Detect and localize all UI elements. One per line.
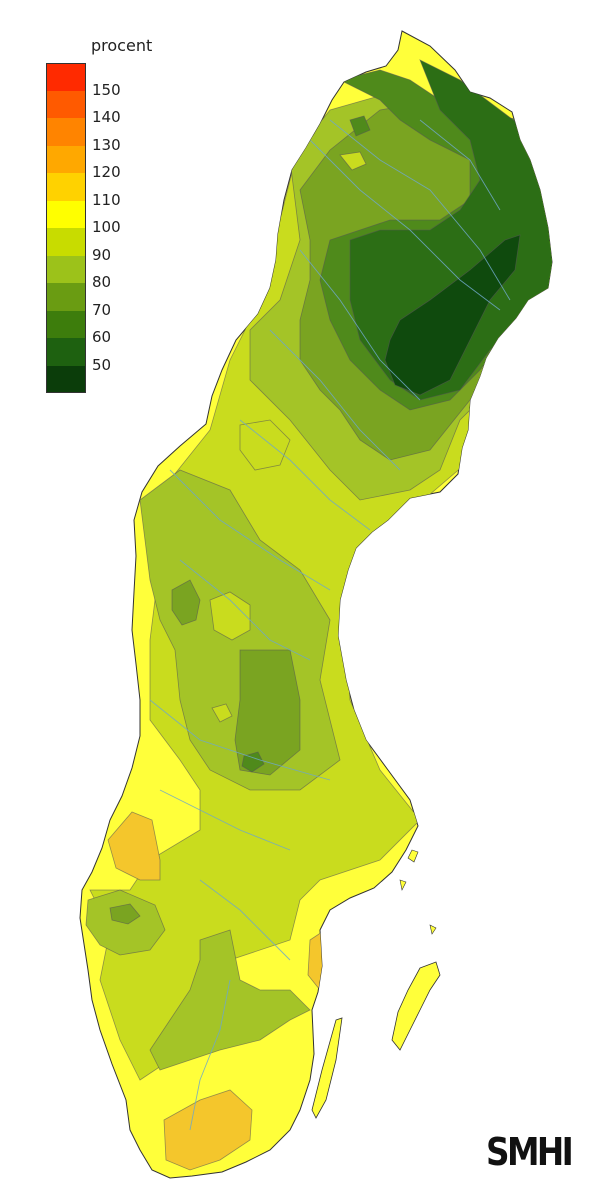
zone-70-central (234, 649, 301, 776)
zone-90-spot-d (211, 703, 233, 723)
zone-60-spot (241, 751, 265, 773)
smhi-logo: SMHI (486, 1130, 574, 1174)
legend-swatch-60 (46, 310, 86, 338)
zone-70-spot2 (109, 903, 141, 925)
legend-label-140: 140 (92, 108, 121, 126)
zone-70-spot1 (171, 579, 201, 626)
legend-label-80: 80 (92, 273, 112, 291)
legend-label-60: 60 (92, 328, 112, 346)
legend-label-90: 90 (92, 246, 112, 264)
zone-80-south (149, 929, 311, 1071)
legend-swatch-100 (46, 200, 86, 228)
zone-90-spot-b (239, 419, 291, 471)
legend-scale (46, 63, 86, 393)
zone-lt50 (384, 234, 521, 396)
legend-label-70: 70 (92, 301, 112, 319)
legend-label-130: 130 (92, 136, 121, 154)
legend-swatch-140 (46, 90, 86, 118)
legend-swatch-90 (46, 228, 86, 256)
legend-label-100: 100 (92, 218, 121, 236)
legend-swatch-120 (46, 145, 86, 173)
legend-swatch-110 (46, 173, 86, 201)
zone-60-spot-north (349, 115, 371, 137)
rivers (149, 119, 511, 1131)
zone-90-spot-a (209, 591, 251, 641)
legend-label-120: 120 (92, 163, 121, 181)
legend-swatch-50 (46, 338, 86, 366)
legend-label-150: 150 (92, 81, 121, 99)
legend-title: procent (91, 36, 153, 55)
legend-label-110: 110 (92, 191, 121, 209)
east-coast-islands (399, 849, 437, 935)
legend-swatch-70 (46, 283, 86, 311)
zone-90-spot-c (339, 151, 367, 171)
legend-label-50: 50 (92, 356, 112, 374)
legend-swatch-130 (46, 118, 86, 146)
legend-swatch-below-50 (46, 365, 86, 393)
legend-swatch-80 (46, 255, 86, 283)
gotland-island (391, 961, 441, 1051)
zone-110-south (163, 1089, 253, 1171)
oland-island (311, 1017, 343, 1119)
zone-110-west-coast (107, 811, 161, 881)
legend-swatch-150 (46, 63, 86, 91)
